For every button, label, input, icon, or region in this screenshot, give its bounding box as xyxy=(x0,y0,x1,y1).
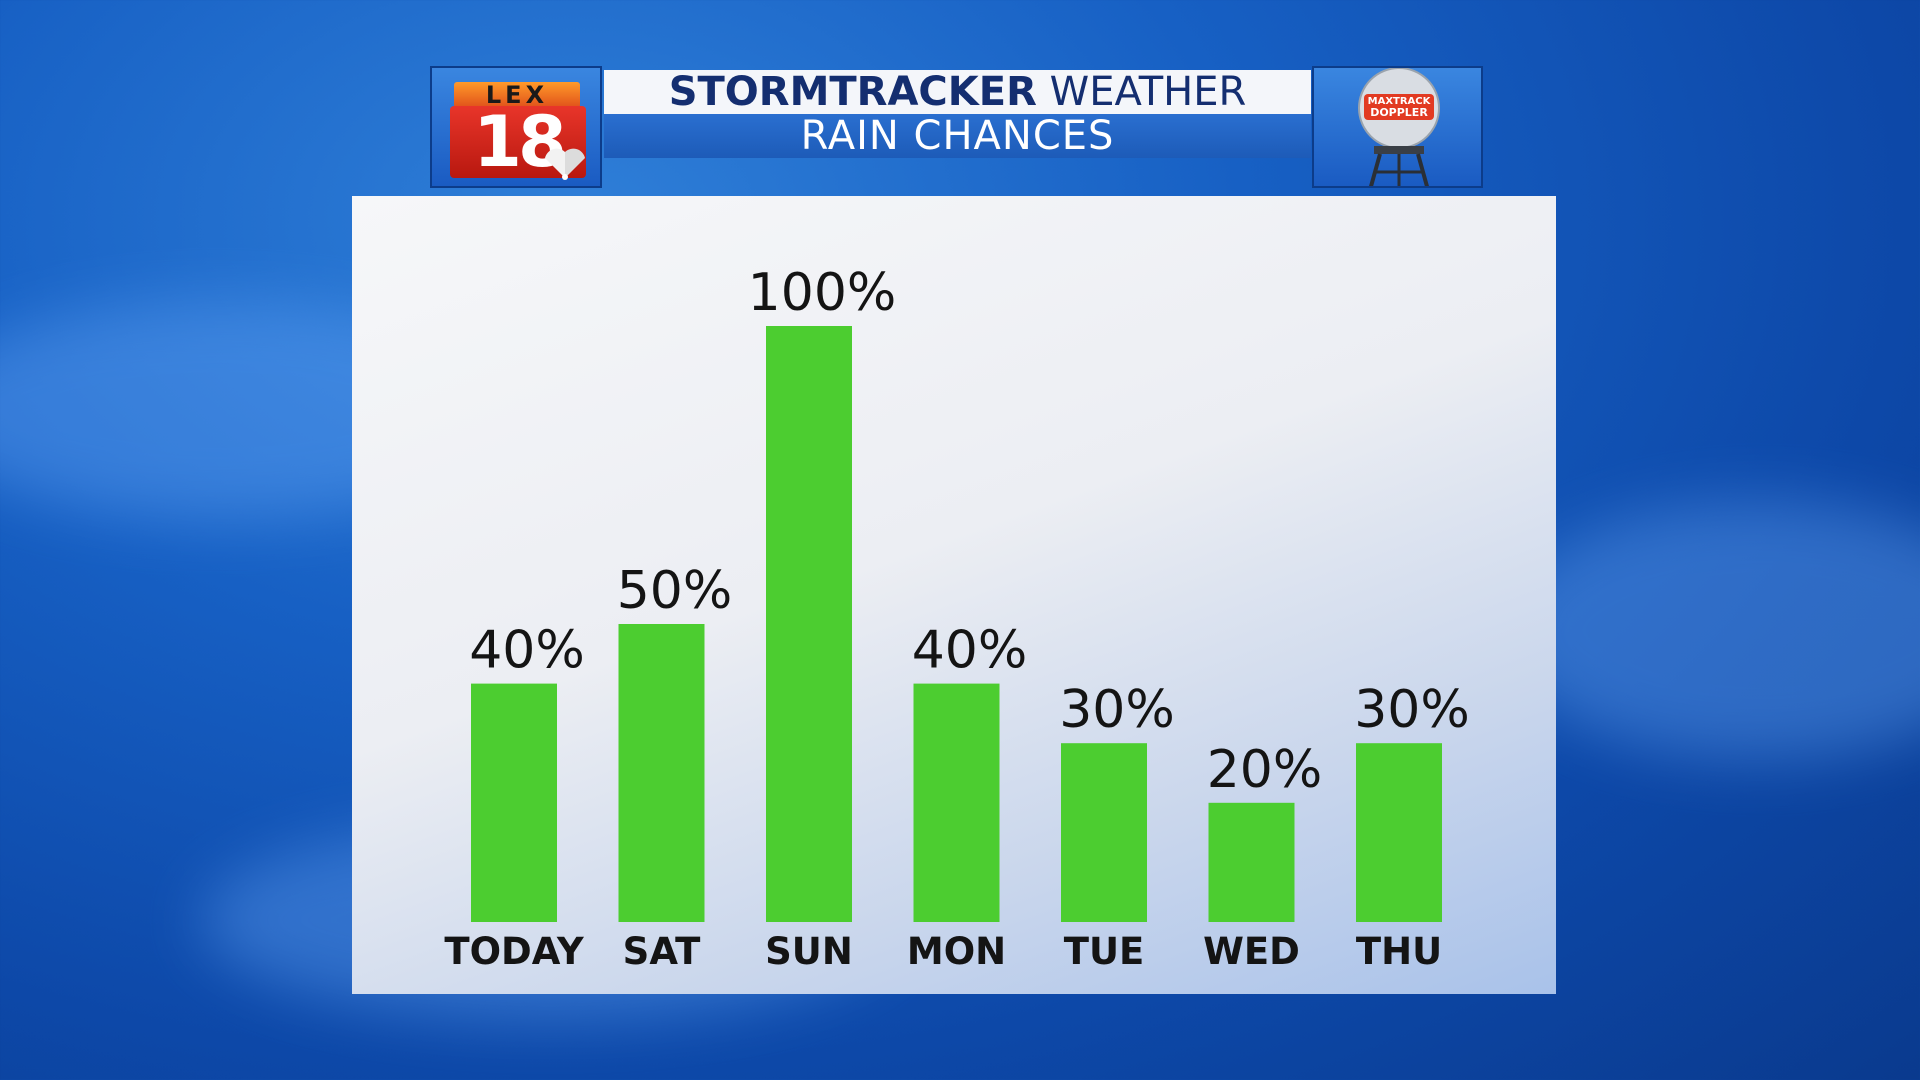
bar-mon xyxy=(913,683,1000,922)
title-regular: WEATHER xyxy=(1049,69,1247,115)
doppler-radar-tower-icon: MAXTRACK DOPPLER xyxy=(1358,68,1440,186)
rain-chance-bar-chart: 40% TODAY 50% SAT 100% SUN 40% MON 30% TUE 20% WED 3… xyxy=(444,263,1470,973)
category-label-mon: MON xyxy=(907,930,1006,973)
logo-lex-text: LEX xyxy=(454,81,580,109)
chart-panel: 40% TODAY 50% SAT 100% SUN 40% MON 30% TUE 20% WED 3… xyxy=(352,196,1556,994)
data-label-sun: 100% xyxy=(748,263,897,323)
title-bold: STORMTRACKER xyxy=(668,69,1037,115)
title: STORMTRACKER WEATHER xyxy=(604,70,1311,114)
category-label-today: TODAY xyxy=(444,930,584,973)
bar-sat xyxy=(618,624,705,922)
data-label-today: 40% xyxy=(469,621,585,681)
data-label-wed: 20% xyxy=(1207,740,1323,800)
bar-tue xyxy=(1061,743,1147,922)
graphic-header: LEX 18 STORMTRACKER WEATHER RAIN CHANCES… xyxy=(430,66,1483,188)
radar-badge-line2: DOPPLER xyxy=(1370,106,1428,119)
category-label-sun: SUN xyxy=(765,930,853,973)
category-label-wed: WED xyxy=(1203,930,1300,973)
category-label-tue: TUE xyxy=(1064,930,1145,973)
data-label-sat: 50% xyxy=(617,561,733,621)
bar-today xyxy=(471,683,557,922)
data-label-tue: 30% xyxy=(1059,680,1175,740)
category-label-thu: THU xyxy=(1356,930,1442,973)
bar-thu xyxy=(1356,743,1442,922)
bar-wed xyxy=(1208,802,1295,922)
sky-cloud xyxy=(1500,500,1920,760)
title-block: STORMTRACKER WEATHER RAIN CHANCES xyxy=(604,66,1311,188)
station-logo: LEX 18 xyxy=(430,66,602,188)
data-label-thu: 30% xyxy=(1354,680,1470,740)
bar-sun xyxy=(766,326,852,922)
radar-badge-line1: MAXTRACK xyxy=(1368,96,1432,107)
radar-tower-box: MAXTRACK DOPPLER xyxy=(1312,66,1483,188)
data-label-mon: 40% xyxy=(912,621,1028,681)
nbc-peacock-icon xyxy=(545,148,585,180)
category-label-sat: SAT xyxy=(623,930,701,973)
subtitle: RAIN CHANCES xyxy=(604,114,1311,158)
